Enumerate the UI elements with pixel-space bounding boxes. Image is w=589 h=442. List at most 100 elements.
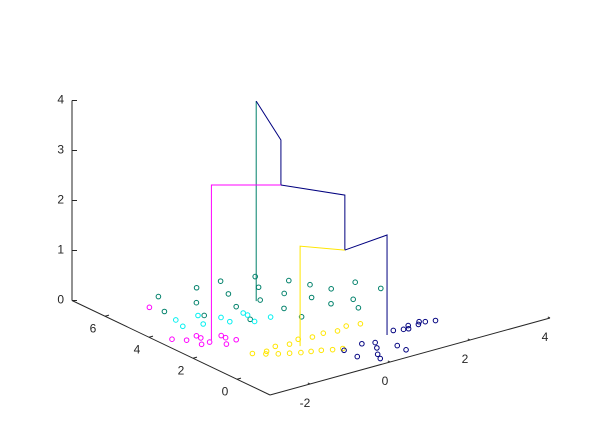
y-tick-label: 6 xyxy=(90,321,97,335)
x-tick-label: 0 xyxy=(382,374,389,388)
point xyxy=(329,346,336,353)
point xyxy=(201,312,207,319)
z-tick-label: 4 xyxy=(57,93,64,107)
point xyxy=(374,351,381,358)
point xyxy=(298,314,305,320)
point xyxy=(251,318,258,325)
link-line xyxy=(344,234,388,336)
point xyxy=(318,347,325,354)
y-tick xyxy=(192,356,198,359)
point xyxy=(354,353,361,360)
point xyxy=(195,312,201,319)
point xyxy=(334,328,341,334)
point xyxy=(374,345,380,351)
point xyxy=(422,318,429,325)
z-tick-label: 1 xyxy=(57,243,64,257)
point xyxy=(198,335,204,341)
z-tick-label: 3 xyxy=(57,143,64,157)
x-tick xyxy=(467,338,471,341)
point xyxy=(169,336,175,343)
link-line xyxy=(299,245,345,347)
point xyxy=(308,294,315,301)
point xyxy=(432,317,439,324)
y-tick-label: 0 xyxy=(222,384,229,398)
point xyxy=(328,286,335,292)
point xyxy=(146,304,153,311)
point xyxy=(341,347,347,354)
point xyxy=(218,332,224,339)
point xyxy=(193,299,200,306)
point xyxy=(223,341,230,347)
point xyxy=(217,278,224,284)
z-tick-label: 0 xyxy=(57,293,64,307)
z-tick-label: 2 xyxy=(57,193,64,207)
point xyxy=(390,327,397,334)
point xyxy=(183,337,190,343)
point xyxy=(286,350,293,357)
point xyxy=(359,340,365,347)
point xyxy=(180,323,186,330)
point xyxy=(198,341,205,348)
point xyxy=(355,305,362,311)
point xyxy=(249,350,256,357)
point xyxy=(378,285,384,292)
point xyxy=(416,318,422,325)
point xyxy=(281,305,287,312)
point xyxy=(193,333,200,339)
point xyxy=(343,323,350,329)
point xyxy=(372,339,378,346)
point xyxy=(405,322,412,329)
point xyxy=(252,273,258,280)
x-tick-label: -2 xyxy=(300,396,311,410)
point xyxy=(155,293,162,300)
y-tick xyxy=(236,377,242,380)
point xyxy=(320,330,327,336)
x-tick xyxy=(307,382,311,385)
point xyxy=(281,290,288,297)
point xyxy=(377,355,384,362)
point xyxy=(222,334,229,341)
point xyxy=(218,314,224,321)
point xyxy=(286,277,292,284)
link-line xyxy=(210,184,281,340)
point xyxy=(244,312,251,318)
point xyxy=(400,326,407,333)
point xyxy=(227,318,233,325)
point xyxy=(206,339,213,345)
x-tick-label: 4 xyxy=(542,330,549,344)
point xyxy=(240,310,246,316)
point xyxy=(161,308,168,315)
x-tick xyxy=(547,316,551,319)
point xyxy=(405,325,412,332)
point xyxy=(394,342,401,349)
point xyxy=(298,349,304,356)
point xyxy=(247,316,253,323)
point xyxy=(415,321,422,328)
point xyxy=(263,351,269,357)
point xyxy=(308,348,314,355)
point xyxy=(275,351,282,357)
x-tick xyxy=(387,360,391,363)
point xyxy=(286,341,293,347)
point xyxy=(173,317,179,323)
link-line xyxy=(280,184,346,251)
y-tick-label: 4 xyxy=(134,342,141,356)
point xyxy=(200,321,206,327)
point xyxy=(263,348,270,355)
point xyxy=(350,296,357,303)
point xyxy=(328,300,334,307)
y-tick xyxy=(104,314,110,317)
point xyxy=(257,297,264,303)
point xyxy=(352,279,359,286)
point xyxy=(233,303,239,310)
y-tick-label: 2 xyxy=(178,363,185,377)
x-axis xyxy=(269,317,551,396)
point xyxy=(307,281,313,288)
point xyxy=(193,284,200,291)
point xyxy=(357,321,364,327)
point xyxy=(272,343,279,350)
y-tick xyxy=(148,335,154,338)
x-tick-label: 2 xyxy=(462,352,469,366)
